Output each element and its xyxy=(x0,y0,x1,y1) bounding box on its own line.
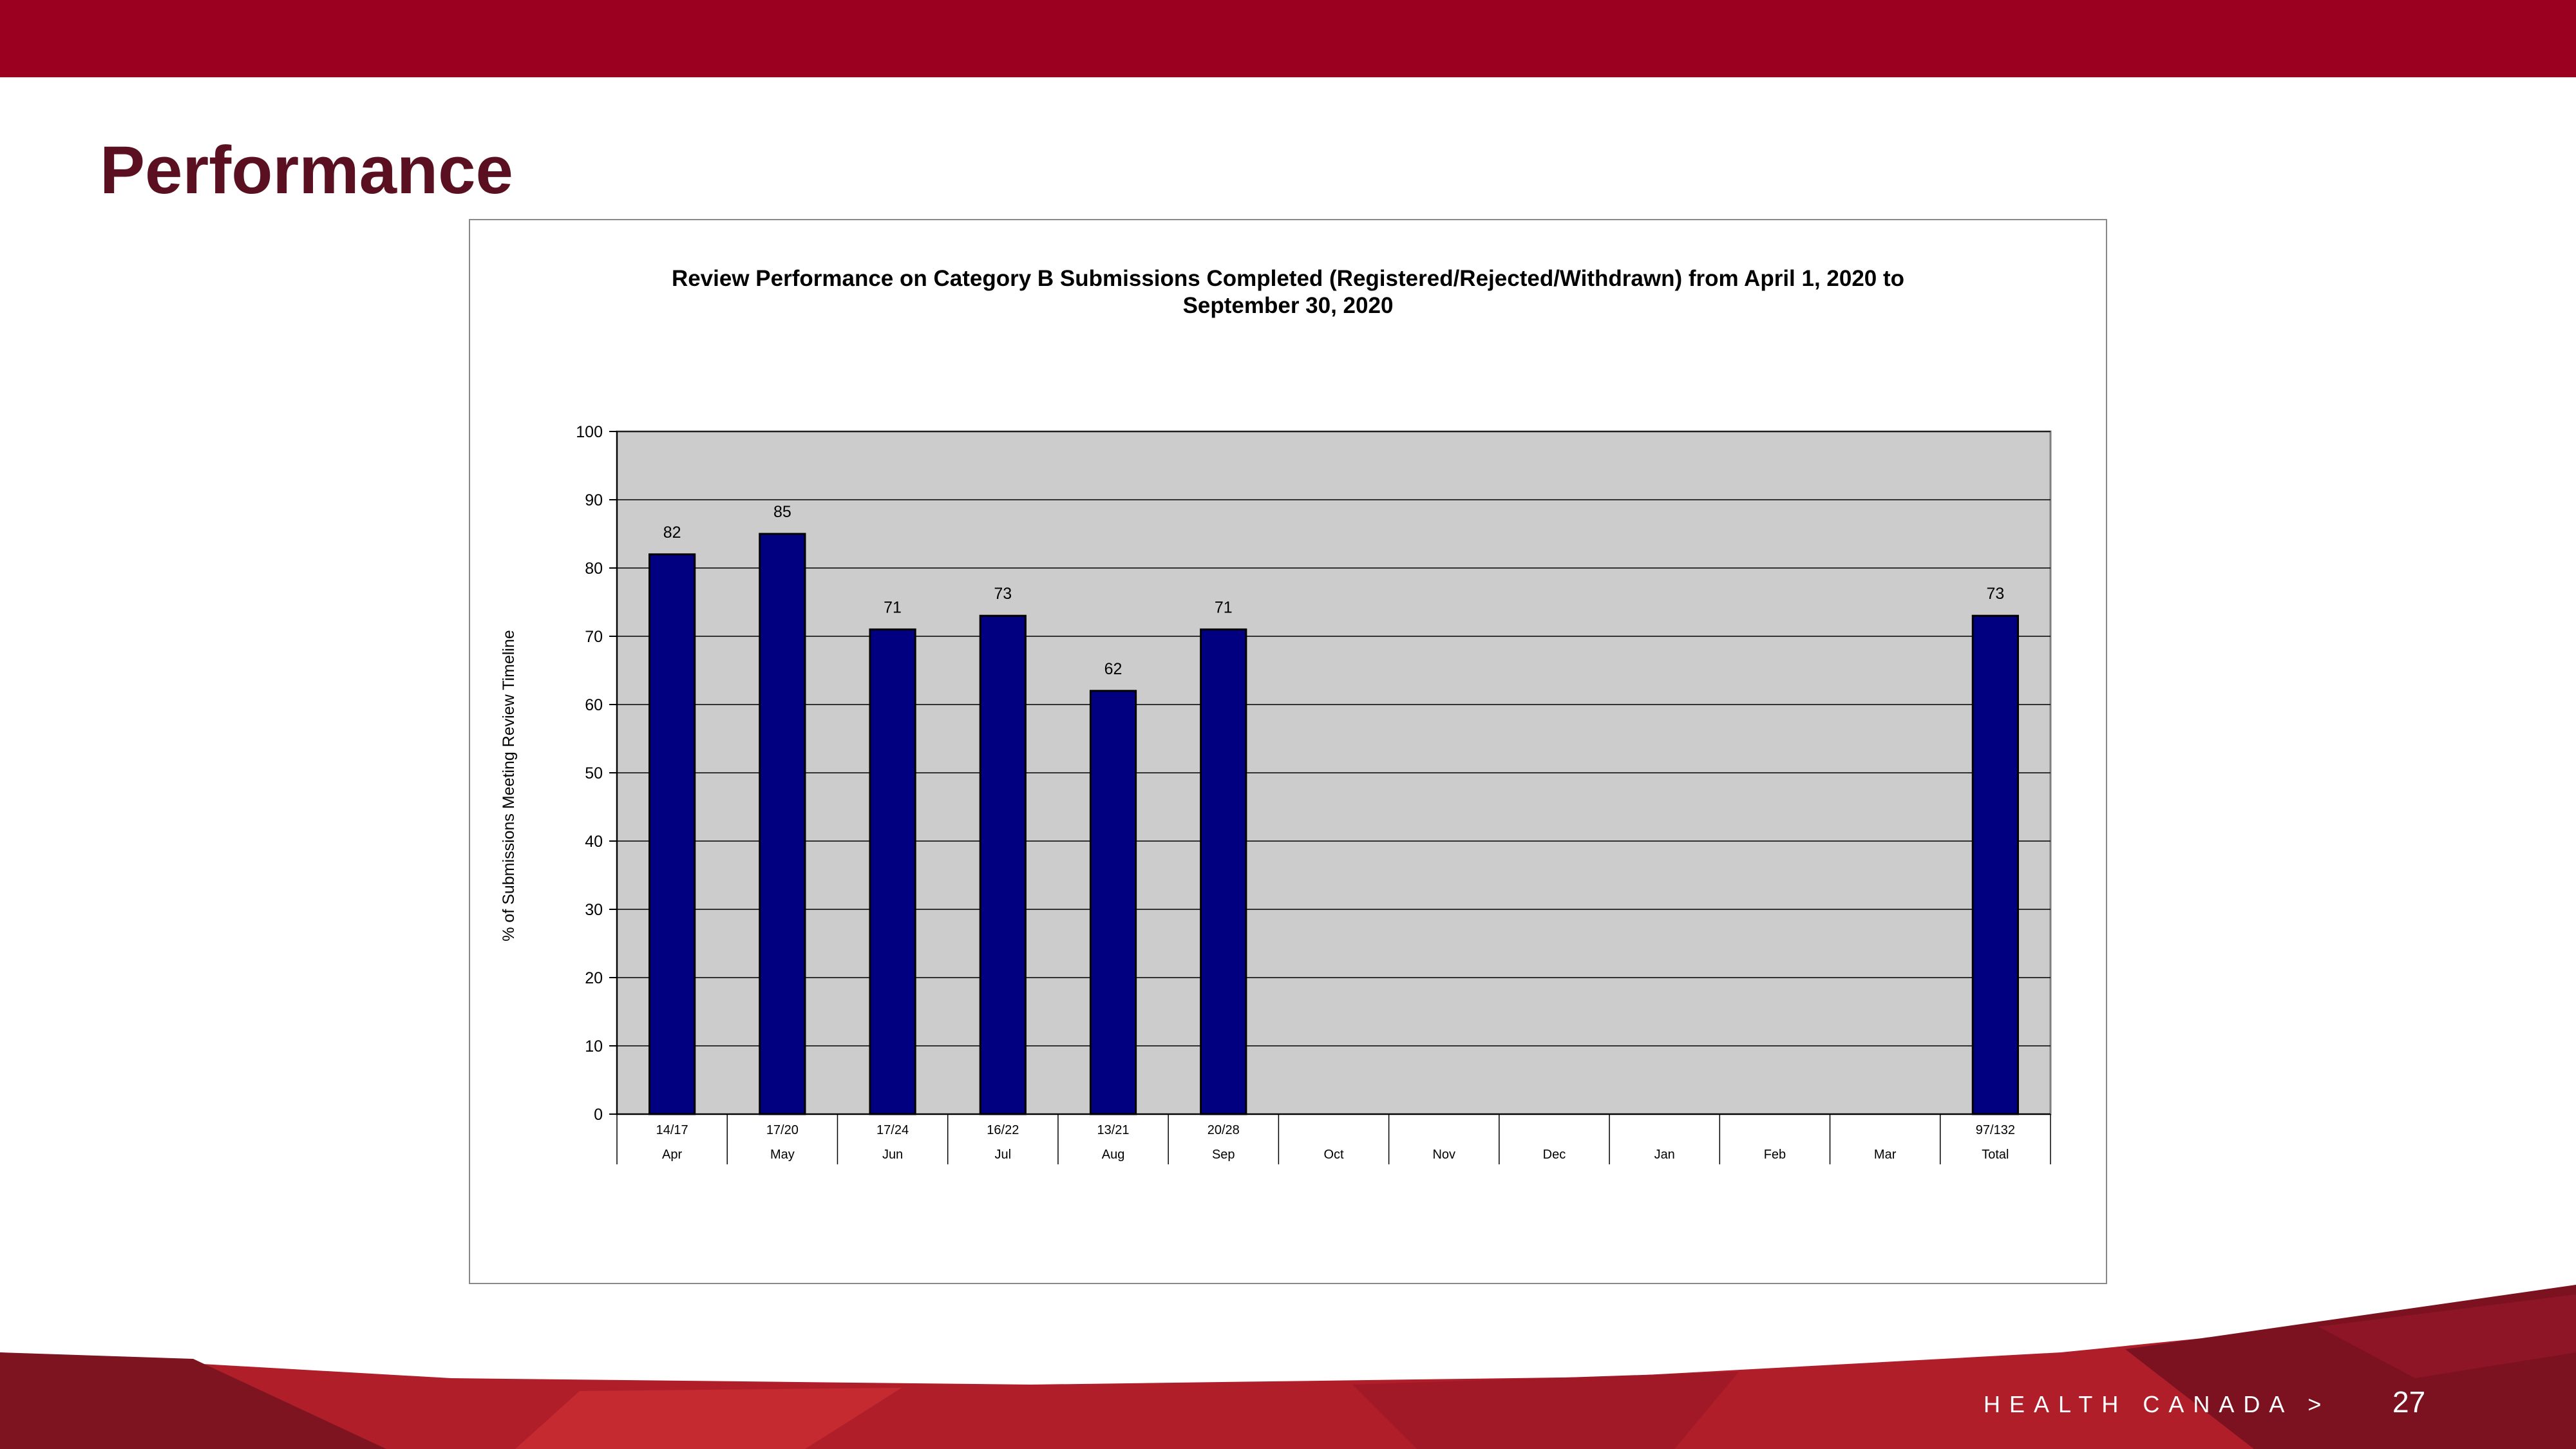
footer-brand-text: HEALTH CANADA > xyxy=(1984,1391,2331,1417)
y-axis-label: % of Submissions Meeting Review Timeline xyxy=(500,630,518,942)
x-tick-label: Nov xyxy=(1432,1148,1455,1162)
count-label: 17/24 xyxy=(876,1123,909,1137)
x-tick-label: Dec xyxy=(1543,1148,1566,1162)
y-tick-label: 80 xyxy=(585,560,603,578)
page-title: Performance xyxy=(100,133,513,208)
x-tick-label: Jan xyxy=(1654,1148,1675,1162)
x-tick-label: Mar xyxy=(1874,1148,1897,1162)
x-tick-label: Total xyxy=(1982,1148,2009,1162)
x-tick-label: Jul xyxy=(995,1148,1012,1162)
chart-title: Review Performance on Category B Submiss… xyxy=(470,265,2106,319)
y-tick-label: 20 xyxy=(585,969,603,987)
bar xyxy=(759,533,806,1115)
bar xyxy=(979,614,1027,1115)
top-brand-bar xyxy=(0,0,2576,77)
y-tick-label: 90 xyxy=(585,491,603,509)
chart-title-line-1: Review Performance on Category B Submiss… xyxy=(671,266,1905,291)
count-label: 16/22 xyxy=(987,1123,1019,1137)
y-tick-label: 10 xyxy=(585,1037,603,1056)
bar xyxy=(869,628,916,1115)
bar xyxy=(1089,690,1137,1115)
data-label: 62 xyxy=(1104,660,1122,678)
bar xyxy=(649,553,696,1115)
bar xyxy=(1971,614,2019,1115)
chart-title-line-2: September 30, 2020 xyxy=(1182,293,1394,318)
x-tick-label: Apr xyxy=(662,1148,682,1162)
count-label: 17/20 xyxy=(766,1123,799,1137)
bar-chart: 0 10 20 30 40 50 60 70 80 90 100 % of Submissions M… xyxy=(500,423,2052,1164)
data-label: 71 xyxy=(1215,598,1233,616)
y-tick-label: 60 xyxy=(585,696,603,714)
x-tick-label: May xyxy=(770,1148,795,1162)
y-tick-label: 30 xyxy=(585,901,603,919)
x-tick-label: Oct xyxy=(1323,1148,1344,1162)
data-label: 85 xyxy=(773,503,791,521)
bar xyxy=(1200,628,1247,1115)
x-tick-label: Feb xyxy=(1764,1148,1786,1162)
page-number: 27 xyxy=(2392,1385,2426,1419)
footer-decorative-band xyxy=(0,1285,2576,1449)
count-label: 13/21 xyxy=(1097,1123,1130,1137)
y-tick-label: 50 xyxy=(585,764,603,782)
y-tick-label: 0 xyxy=(594,1106,603,1124)
y-tick-label: 40 xyxy=(585,833,603,851)
count-label: 20/28 xyxy=(1208,1123,1240,1137)
count-label: 97/132 xyxy=(1976,1123,2015,1137)
count-label: 14/17 xyxy=(656,1123,688,1137)
data-label: 73 xyxy=(994,585,1012,603)
x-tick-label: Aug xyxy=(1102,1148,1125,1162)
data-label: 73 xyxy=(1986,585,2004,603)
x-tick-label: Jun xyxy=(882,1148,903,1162)
chart-container: Review Performance on Category B Submiss… xyxy=(469,219,2107,1284)
x-tick-label: Sep xyxy=(1212,1148,1235,1162)
y-tick-label: 70 xyxy=(585,628,603,646)
data-label: 82 xyxy=(663,524,681,542)
data-label: 71 xyxy=(884,598,902,616)
y-tick-label: 100 xyxy=(576,423,603,441)
